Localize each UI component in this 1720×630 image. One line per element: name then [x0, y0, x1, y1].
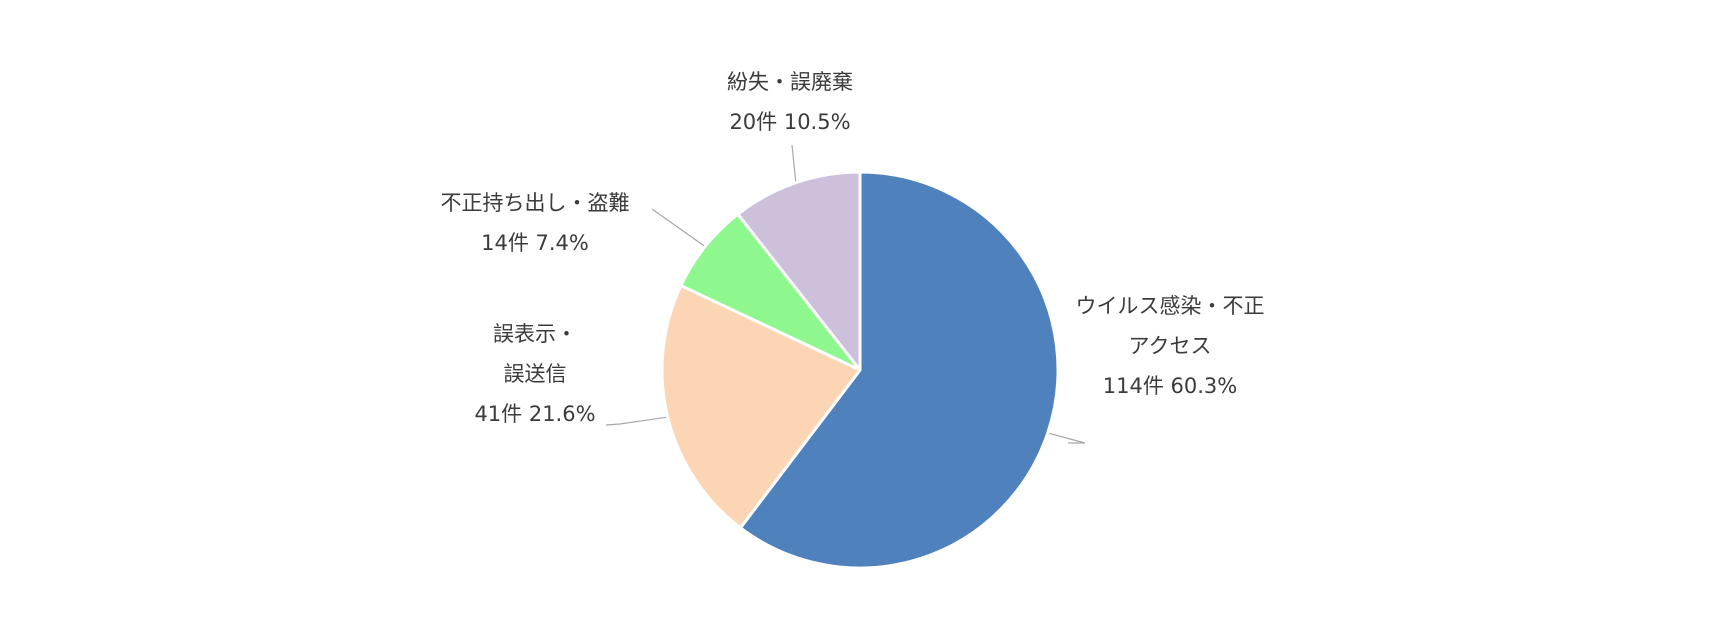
slice-label-theft-value: 14件 7.4%	[481, 231, 589, 255]
slice-label-virus-value: 114件 60.3%	[1102, 374, 1238, 398]
slice-label-theft-line1: 不正持ち出し・盗難	[440, 191, 630, 215]
pie-slice-misdisplay	[660, 284, 862, 530]
slice-label-virus-line2: アクセス	[1128, 334, 1212, 358]
slice-label-misdisplay-line1: 誤表示・	[493, 322, 577, 346]
slice-label-loss: 紛失・誤廃棄 20件 10.5%	[710, 62, 870, 142]
slice-label-misdisplay: 誤表示・ 誤送信 41件 21.6%	[455, 314, 615, 434]
leader-line-virus	[1045, 431, 1086, 444]
slice-label-virus: ウイルス感染・不正 アクセス 114件 60.3%	[1045, 286, 1295, 406]
slice-label-loss-value: 20件 10.5%	[729, 110, 851, 134]
slice-label-virus-line1: ウイルス感染・不正	[1075, 294, 1265, 318]
pie-slices	[660, 170, 1060, 570]
leader-lines	[605, 144, 1086, 444]
slice-label-loss-line1: 紛失・誤廃棄	[727, 70, 853, 94]
slice-label-misdisplay-value: 41件 21.6%	[474, 402, 596, 426]
slice-label-theft: 不正持ち出し・盗難 14件 7.4%	[415, 183, 655, 263]
leader-line-misdisplay	[605, 416, 670, 426]
pie-slice-loss	[736, 170, 862, 372]
leader-line-theft	[651, 208, 708, 249]
slice-label-misdisplay-line2: 誤送信	[503, 362, 567, 386]
leader-line-loss	[791, 144, 797, 185]
pie-slice-virus	[738, 170, 1060, 570]
